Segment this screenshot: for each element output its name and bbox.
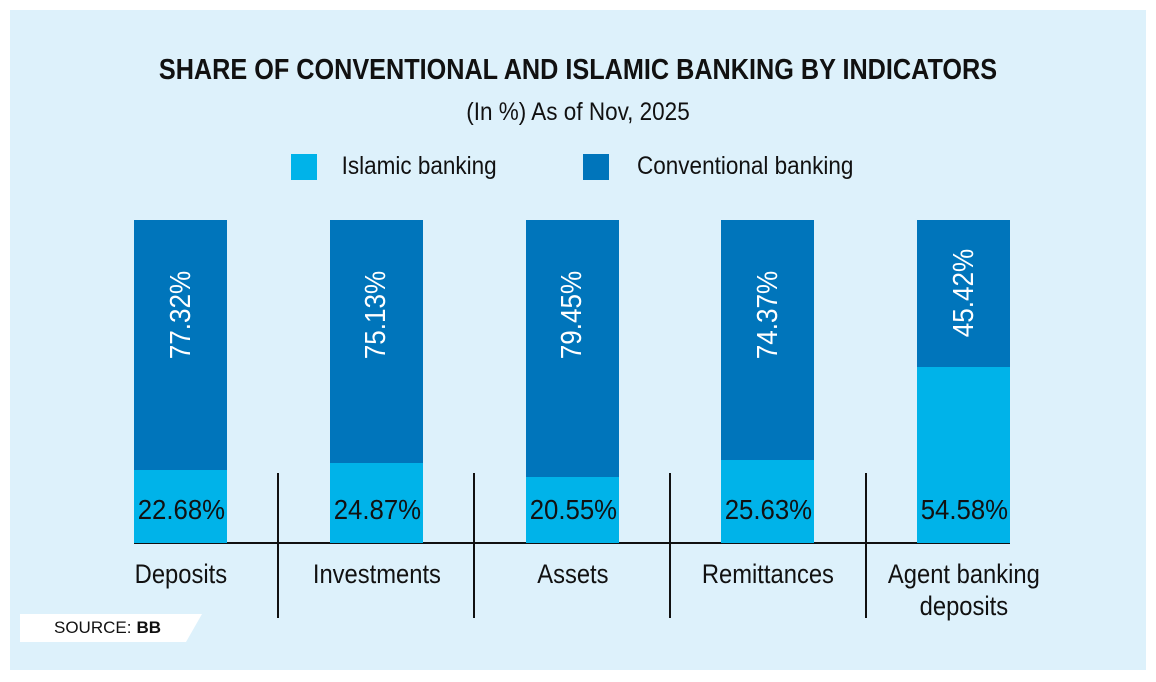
category-label-agent-banking-deposits: Agent banking deposits: [888, 559, 1041, 621]
bar-assets: 79.45% 20.55%: [525, 220, 619, 543]
source-box: SOURCE: BB: [20, 614, 202, 642]
islamic-segment-assets: 20.55%: [525, 476, 619, 543]
conventional-segment-assets: 79.45%: [525, 220, 619, 477]
islamic-value-label: 22.68%: [137, 493, 226, 525]
conventional-value-label: 79.45%: [556, 270, 588, 360]
bar-investments: 75.13% 24.87%: [329, 220, 423, 543]
legend-item-conventional: Conventional banking: [582, 152, 865, 181]
x-axis-line: [134, 542, 1010, 544]
bar-remittances: 74.37% 25.63%: [721, 220, 815, 543]
conventional-value-label: 74.37%: [751, 270, 784, 360]
legend: Islamic banking Conventional banking: [10, 152, 1146, 181]
conventional-value-label: 77.32%: [164, 270, 197, 360]
islamic-value-label: 24.87%: [333, 493, 421, 525]
category-label-deposits: Deposits: [134, 559, 228, 589]
islamic-segment-remittances: 25.63%: [721, 460, 815, 543]
islamic-swatch-icon: [290, 153, 317, 180]
islamic-segment-investments: 24.87%: [329, 462, 423, 543]
conventional-segment-agent-banking-deposits: 45.42%: [917, 220, 1010, 367]
stacked-bar-chart: 77.32% 22.68% 75.13% 24.87% 79.45% 20.55% 74.3…: [10, 10, 1146, 670]
chart-subtitle: (In %) As of Nov, 2025: [466, 98, 690, 126]
islamic-value-label: 20.55%: [529, 493, 617, 525]
conventional-segment-deposits: 77.32%: [134, 220, 227, 470]
category-label-investments: Investments: [312, 559, 441, 589]
category-divider: [473, 473, 476, 618]
conventional-segment-investments: 75.13%: [329, 220, 423, 463]
bar-agent-banking-deposits: 45.42% 54.58%: [917, 220, 1010, 543]
conventional-value-label: 75.13%: [360, 270, 393, 360]
islamic-segment-agent-banking-deposits: 54.58%: [917, 366, 1010, 543]
category-axis-labels: Deposits Investments Assets Remittances Agen…: [83, 558, 1062, 622]
legend-item-islamic: Islamic banking: [290, 152, 505, 181]
conventional-segment-remittances: 74.37%: [721, 220, 815, 461]
islamic-value-label: 54.58%: [920, 493, 1009, 525]
conventional-swatch-icon: [582, 153, 609, 180]
chart-title: SHARE OF CONVENTIONAL AND ISLAMIC BANKIN…: [158, 54, 998, 86]
bar-deposits: 77.32% 22.68%: [134, 220, 227, 543]
legend-label-conventional: Conventional banking: [636, 152, 854, 180]
islamic-segment-deposits: 22.68%: [134, 469, 227, 543]
category-divider: [668, 473, 671, 618]
category-divider: [864, 473, 867, 618]
category-divider: [277, 473, 280, 618]
conventional-value-label: 45.42%: [947, 249, 980, 338]
source-value: BB: [136, 618, 162, 637]
islamic-value-label: 25.63%: [724, 493, 813, 525]
source-label: SOURCE:: [54, 618, 132, 637]
legend-label-islamic: Islamic banking: [341, 152, 497, 180]
category-label-assets: Assets: [536, 559, 609, 589]
chart-panel: SHARE OF CONVENTIONAL AND ISLAMIC BANKIN…: [10, 10, 1146, 670]
category-label-remittances: Remittances: [702, 559, 835, 589]
